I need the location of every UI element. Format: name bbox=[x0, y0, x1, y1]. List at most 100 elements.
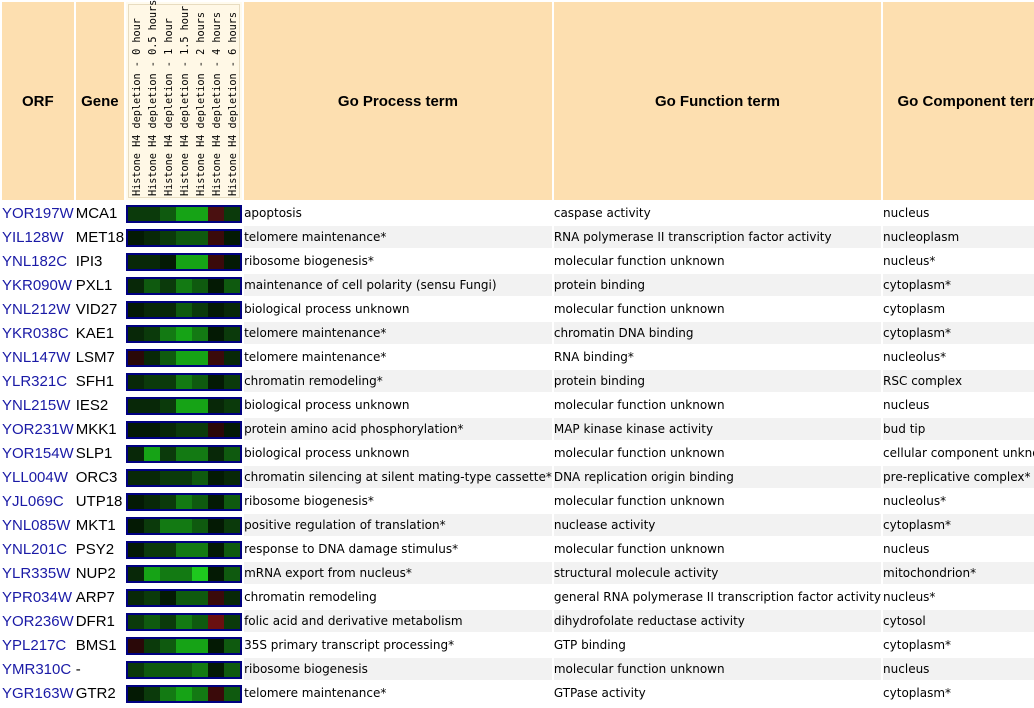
gene-name: LSM7 bbox=[75, 348, 115, 366]
orf-link[interactable]: YIL128W bbox=[2, 228, 64, 246]
heatmap-strip bbox=[126, 684, 243, 703]
gene-name: VID27 bbox=[75, 300, 118, 318]
heatmap-cell bbox=[144, 230, 161, 245]
expression-heatmap[interactable] bbox=[126, 346, 243, 368]
heatmap-cell bbox=[128, 590, 145, 605]
heatmap-cell bbox=[208, 470, 225, 485]
expression-heatmap[interactable] bbox=[126, 418, 243, 440]
orf-link[interactable]: YOR231W bbox=[2, 420, 74, 438]
heatmap-cell bbox=[144, 542, 161, 557]
orf-link[interactable]: YKR038C bbox=[2, 324, 69, 342]
expression-heatmap[interactable] bbox=[126, 610, 243, 632]
orf-link[interactable]: YLR335W bbox=[2, 564, 71, 582]
expression-heatmap[interactable] bbox=[126, 634, 243, 656]
gene-name: - bbox=[75, 660, 81, 678]
orf-link[interactable]: YNL201C bbox=[2, 540, 68, 558]
heatmap-cell bbox=[160, 446, 177, 461]
gene-name: NUP2 bbox=[75, 564, 116, 582]
heatmap-cell bbox=[208, 446, 225, 461]
heatmap-cell bbox=[176, 422, 193, 437]
heatmap-cell bbox=[128, 254, 145, 269]
expression-heatmap[interactable] bbox=[126, 394, 243, 416]
table-row: YNL201C PSY2 response to DNA damage stimul… bbox=[2, 538, 1034, 560]
heatmap-cell bbox=[208, 542, 225, 557]
orf-link[interactable]: YKR090W bbox=[2, 276, 73, 294]
expression-heatmap[interactable] bbox=[126, 514, 243, 536]
table-row: YOR154W SLP1 biological process unknown mol… bbox=[2, 442, 1034, 464]
heatmap-cell bbox=[192, 278, 209, 293]
function-header: Go Function term bbox=[553, 2, 882, 200]
expression-heatmap[interactable] bbox=[126, 250, 243, 272]
heatmap-cell bbox=[160, 254, 177, 269]
heatmap-cell bbox=[224, 278, 241, 293]
orf-link[interactable]: YGR163W bbox=[2, 684, 74, 702]
table-row: YNL215W IES2 biological process unknown mol… bbox=[2, 394, 1034, 416]
gene-name: ORC3 bbox=[75, 468, 118, 486]
expression-heatmap[interactable] bbox=[126, 274, 243, 296]
expression-heatmap[interactable] bbox=[126, 586, 243, 608]
orf-link[interactable]: YPR034W bbox=[2, 588, 73, 606]
heatmap-cell bbox=[128, 398, 145, 413]
gene-name: SFH1 bbox=[75, 372, 115, 390]
orf-link[interactable]: YOR236W bbox=[2, 612, 74, 630]
heatmap-cell bbox=[192, 374, 209, 389]
heatmap-cell bbox=[128, 302, 145, 317]
orf-link[interactable]: YNL085W bbox=[2, 516, 71, 534]
orf-link[interactable]: YLL004W bbox=[2, 468, 68, 486]
orf-link[interactable]: YNL215W bbox=[2, 396, 71, 414]
heatmap-cell bbox=[208, 422, 225, 437]
expression-heatmap[interactable] bbox=[126, 490, 243, 512]
heatmap-cell bbox=[224, 230, 241, 245]
expression-heatmap[interactable] bbox=[126, 658, 243, 680]
heatmap-cell bbox=[224, 662, 241, 677]
component-term: nucleolus* bbox=[883, 490, 1034, 512]
process-term: ribosome biogenesis* bbox=[244, 490, 552, 512]
heatmap-strip bbox=[126, 396, 243, 415]
heatmap-cell bbox=[144, 254, 161, 269]
heatmap-strip bbox=[126, 300, 243, 319]
expression-heatmap[interactable] bbox=[126, 202, 243, 224]
heatmap-cell bbox=[224, 374, 241, 389]
expression-heatmap[interactable] bbox=[126, 442, 243, 464]
heatmap-cell bbox=[176, 542, 193, 557]
expression-heatmap[interactable] bbox=[126, 682, 243, 704]
expression-heatmap[interactable] bbox=[126, 226, 243, 248]
orf-link[interactable]: YOR154W bbox=[2, 444, 74, 462]
table-row: YNL212W VID27 biological process unknown mo… bbox=[2, 298, 1034, 320]
expression-heatmap[interactable] bbox=[126, 298, 243, 320]
heatmap-strip bbox=[126, 468, 243, 487]
orf-link[interactable]: YNL212W bbox=[2, 300, 71, 318]
process-term: telomere maintenance* bbox=[244, 682, 552, 704]
orf-link[interactable]: YNL147W bbox=[2, 348, 71, 366]
heatmap-strip bbox=[126, 348, 243, 367]
header-row: ORF Gene Histone H4 depletion - 0 hour H… bbox=[2, 0, 1034, 200]
expression-heatmap[interactable] bbox=[126, 538, 243, 560]
component-header: Go Component term bbox=[883, 2, 1034, 200]
expression-heatmap[interactable] bbox=[126, 562, 243, 584]
heatmap-cell bbox=[224, 254, 241, 269]
heatmap-cell bbox=[224, 542, 241, 557]
expression-heatmap[interactable] bbox=[126, 370, 243, 392]
heatmap-strip bbox=[126, 516, 243, 535]
heatmap-strip bbox=[126, 540, 243, 559]
heatmap-strip bbox=[126, 612, 243, 631]
orf-link[interactable]: YNL182C bbox=[2, 252, 68, 270]
heatmap-cell bbox=[176, 398, 193, 413]
expression-heatmap[interactable] bbox=[126, 466, 243, 488]
heatmap-strip bbox=[126, 564, 243, 583]
orf-link[interactable]: YJL069C bbox=[2, 492, 64, 510]
gene-name: PXL1 bbox=[75, 276, 113, 294]
gene-name: MKT1 bbox=[75, 516, 116, 534]
heatmap-cell bbox=[208, 662, 225, 677]
heatmap-cell bbox=[192, 422, 209, 437]
orf-link[interactable]: YMR310C bbox=[2, 660, 72, 678]
expression-heatmap[interactable] bbox=[126, 322, 243, 344]
orf-link[interactable]: YLR321C bbox=[2, 372, 68, 390]
timepoint-label: Histone H4 depletion - 0 hour bbox=[132, 18, 144, 196]
orf-link[interactable]: YOR197W bbox=[2, 204, 74, 222]
heatmap-cell bbox=[176, 326, 193, 341]
timepoint-label: Histone H4 depletion - 1 hour bbox=[164, 18, 176, 196]
heatmap-cell bbox=[128, 278, 145, 293]
orf-link[interactable]: YPL217C bbox=[2, 636, 67, 654]
heatmap-cell bbox=[176, 374, 193, 389]
